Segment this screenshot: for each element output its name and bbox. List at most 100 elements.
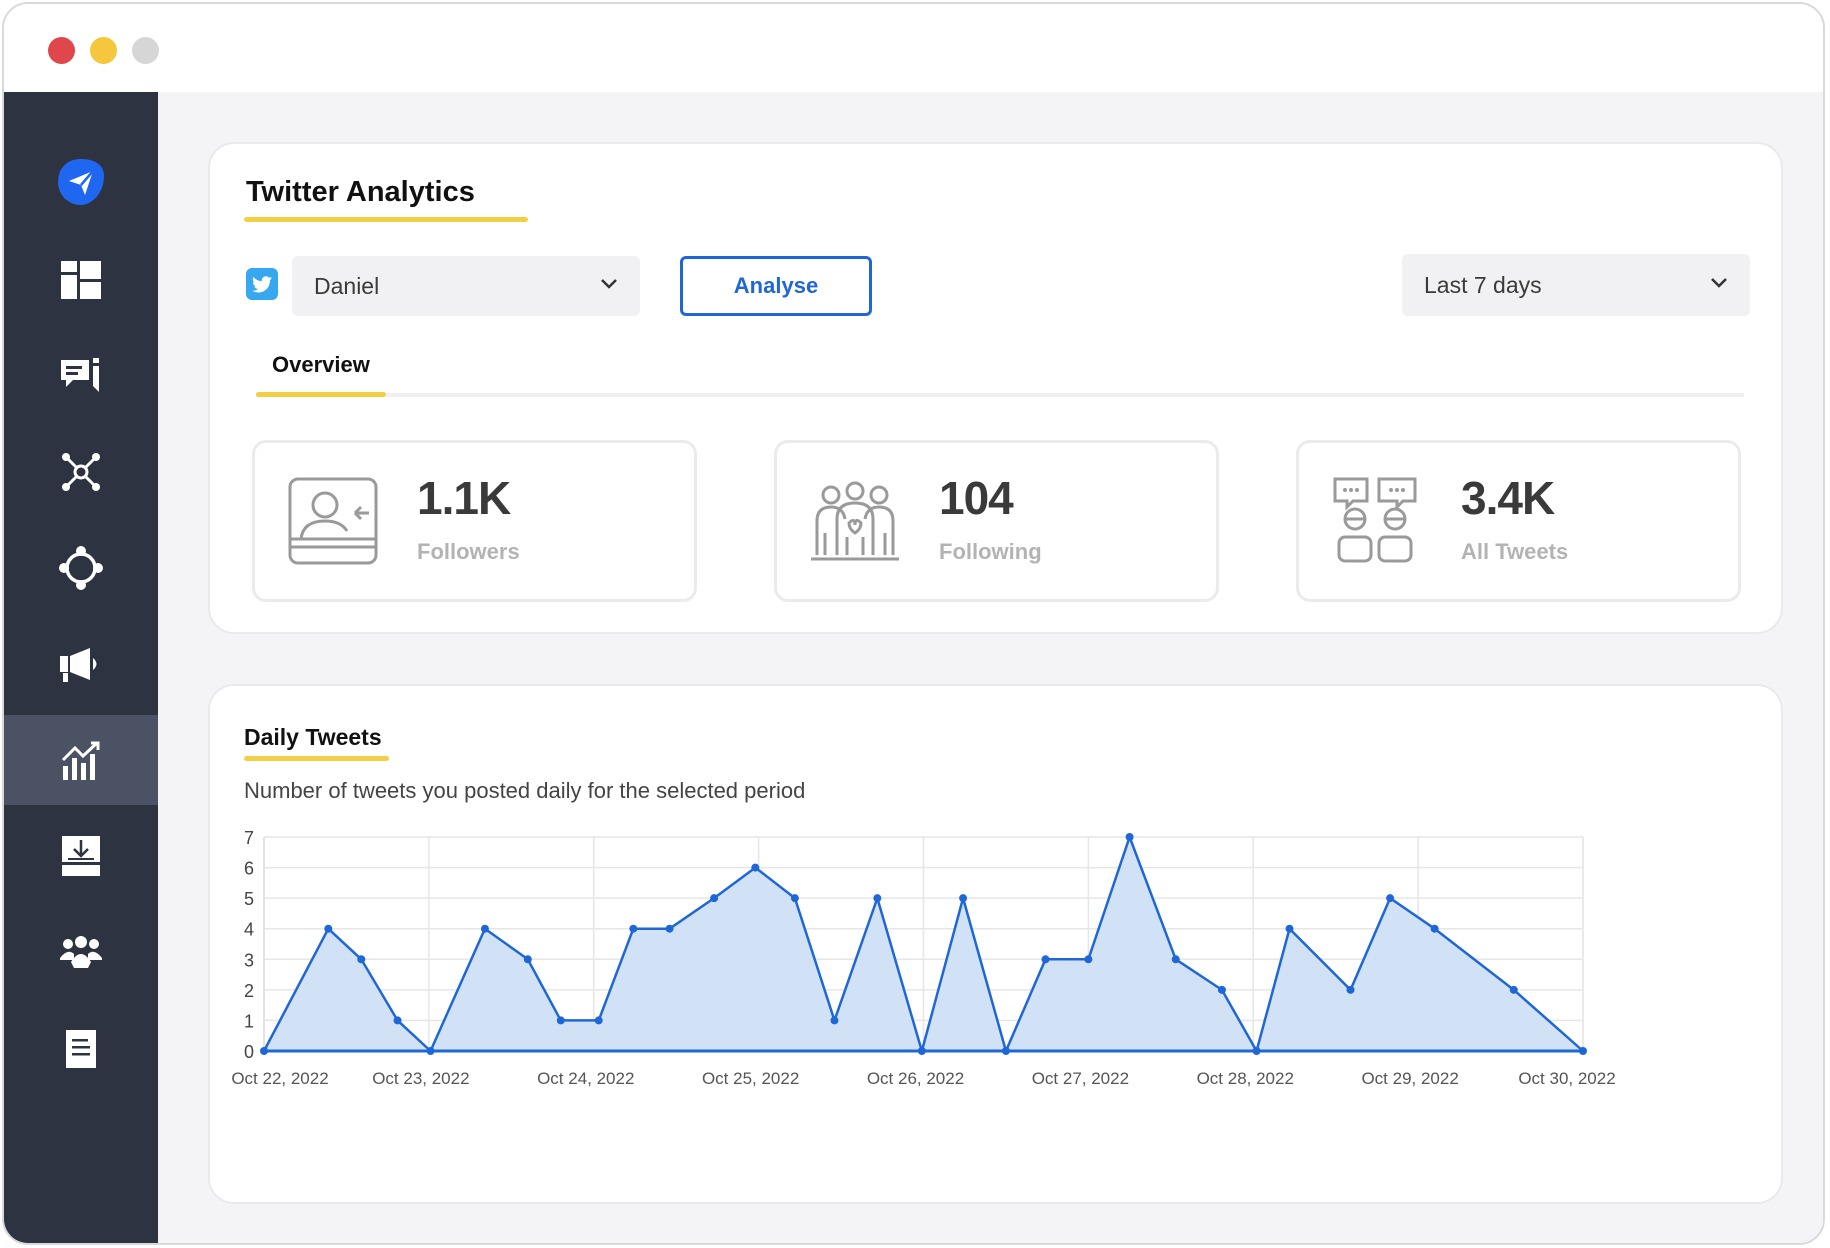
sidebar-item-logo[interactable] xyxy=(4,137,158,227)
sidebar-item-reports[interactable] xyxy=(4,1004,158,1094)
data-point xyxy=(1509,985,1518,994)
data-point xyxy=(594,1016,603,1025)
zoom-window-button[interactable] xyxy=(132,37,159,64)
data-point xyxy=(629,924,638,933)
sidebar-item-downloads[interactable] xyxy=(4,811,158,901)
minimize-window-button[interactable] xyxy=(90,37,117,64)
data-point xyxy=(665,924,674,933)
sidebar-item-network[interactable] xyxy=(4,427,158,517)
chart-title: Daily Tweets xyxy=(244,724,382,750)
stat-value: 104 xyxy=(939,472,1014,524)
chevron-down-icon xyxy=(1711,278,1727,288)
series-area xyxy=(264,837,1583,1051)
x-tick-label: Oct 22, 2022 xyxy=(231,1069,328,1088)
analyse-button[interactable]: Analyse xyxy=(680,256,872,316)
close-window-button[interactable] xyxy=(48,37,75,64)
stat-card-all-tweets: 3.4K All Tweets xyxy=(1296,440,1741,602)
sidebar-item-campaigns[interactable] xyxy=(4,619,158,709)
team-icon xyxy=(60,936,102,968)
twitter-icon xyxy=(246,268,278,300)
x-tick-label: Oct 27, 2022 xyxy=(1032,1069,1129,1088)
sidebar-item-team[interactable] xyxy=(4,907,158,997)
following-group-icon xyxy=(811,481,899,561)
stat-value: 1.1K xyxy=(417,472,511,524)
stat-label: Following xyxy=(939,539,1042,564)
data-point xyxy=(480,924,489,933)
chevron-down-icon xyxy=(601,279,617,289)
y-tick-label: 0 xyxy=(244,1042,254,1062)
data-point xyxy=(523,955,532,964)
stat-card-following: 104 Following xyxy=(774,440,1219,602)
data-point xyxy=(426,1047,435,1055)
tweets-chat-icon xyxy=(1333,477,1417,563)
main-content: Twitter Analytics Daniel Analyse Last 7 … xyxy=(158,92,1823,1243)
megaphone-icon xyxy=(60,648,97,682)
page-title: Twitter Analytics xyxy=(246,176,475,208)
x-tick-label: Oct 24, 2022 xyxy=(537,1069,634,1088)
account-select-value: Daniel xyxy=(314,272,380,299)
data-point xyxy=(1252,1047,1261,1055)
tab-overview[interactable]: Overview xyxy=(272,352,370,377)
daily-tweets-card: Daily Tweets Number of tweets you posted… xyxy=(208,684,1783,1204)
followers-icon xyxy=(288,477,378,565)
data-point xyxy=(260,1047,268,1055)
dashboard-grid-icon xyxy=(61,261,101,299)
download-tray-icon xyxy=(62,836,100,876)
title-underline xyxy=(244,217,528,222)
data-point xyxy=(1386,894,1395,903)
y-tick-label: 6 xyxy=(244,859,254,879)
period-select[interactable]: Last 7 days xyxy=(1402,254,1750,316)
document-icon xyxy=(66,1030,96,1068)
stat-label: Followers xyxy=(417,539,520,564)
analytics-chart-icon xyxy=(61,741,100,780)
data-point xyxy=(830,1016,839,1025)
data-point xyxy=(917,1047,926,1055)
y-tick-label: 1 xyxy=(244,1011,254,1031)
sidebar-item-dashboard[interactable] xyxy=(4,235,158,325)
network-hub-icon xyxy=(62,453,100,491)
data-point xyxy=(357,955,366,964)
sidebar-item-connections[interactable] xyxy=(4,523,158,613)
comments-icon xyxy=(61,358,99,392)
data-point xyxy=(1041,955,1050,964)
data-point xyxy=(1285,924,1294,933)
x-tick-label: Oct 30, 2022 xyxy=(1518,1069,1615,1088)
x-tick-label: Oct 26, 2022 xyxy=(867,1069,964,1088)
daily-tweets-chart: 0 1 2 3 4 5 6 7 Oct 22, 2022 Oct 23, 2022 Oct 24, … xyxy=(231,828,1615,1088)
tab-active-indicator xyxy=(256,392,386,397)
data-point xyxy=(873,894,882,903)
title-bar xyxy=(4,4,1823,92)
stat-card-followers: 1.1K Followers xyxy=(252,440,697,602)
x-tick-label: Oct 23, 2022 xyxy=(372,1069,469,1088)
data-point xyxy=(1001,1047,1010,1055)
x-tick-label: Oct 28, 2022 xyxy=(1197,1069,1294,1088)
y-tick-label: 5 xyxy=(244,889,254,909)
account-select[interactable]: Daniel xyxy=(292,256,640,316)
y-tick-label: 2 xyxy=(244,981,254,1001)
sidebar-item-analytics[interactable] xyxy=(4,715,158,805)
y-tick-label: 4 xyxy=(244,920,254,940)
analytics-card: Twitter Analytics Daniel Analyse Last 7 … xyxy=(208,142,1783,634)
circle-nodes-icon xyxy=(59,546,103,590)
chart-title-underline xyxy=(244,756,389,761)
data-point xyxy=(1217,985,1226,994)
y-tick-label: 3 xyxy=(244,950,254,970)
sidebar xyxy=(4,92,158,1243)
data-point xyxy=(710,894,719,903)
data-point xyxy=(324,924,333,933)
data-point xyxy=(959,894,968,903)
data-point xyxy=(1346,985,1355,994)
data-point xyxy=(790,894,799,903)
tabs-track xyxy=(256,393,1744,397)
data-point xyxy=(1430,924,1439,933)
chart-subtitle: Number of tweets you posted daily for th… xyxy=(244,778,806,803)
x-tick-label: Oct 29, 2022 xyxy=(1361,1069,1458,1088)
x-tick-label: Oct 25, 2022 xyxy=(702,1069,799,1088)
data-point xyxy=(751,863,760,872)
data-point xyxy=(393,1016,402,1025)
data-point xyxy=(1084,955,1093,964)
paper-plane-icon xyxy=(58,159,104,205)
data-point xyxy=(1171,955,1180,964)
sidebar-item-inbox[interactable] xyxy=(4,331,158,421)
